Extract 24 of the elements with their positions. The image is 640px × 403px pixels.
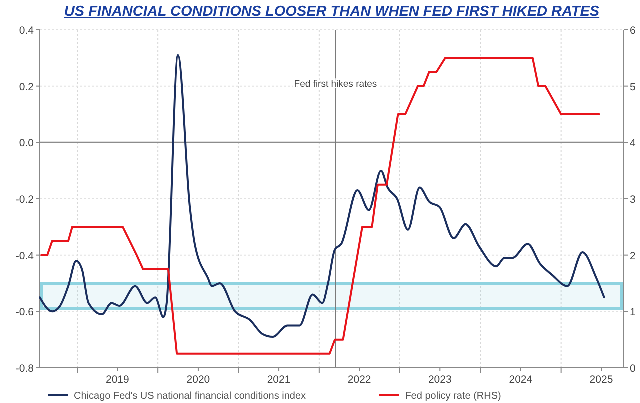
y-tick-label: 0.4 [19,25,34,37]
legend-label: Chicago Fed's US national financial conditions index [74,391,306,402]
y2-tick-label: 2 [630,250,636,262]
legend-label: Fed policy rate (RHS) [405,391,502,402]
y-tick-label: -0.4 [16,250,34,262]
y2-tick-label: 1 [630,306,636,319]
x-tick-label: 2020 [186,374,210,386]
y2-tick-label: 4 [630,138,636,150]
x-tick-label: 2021 [267,374,291,386]
y-tick-label: -0.8 [16,363,34,375]
x-tick-label: 2024 [509,374,533,386]
x-tick-label: 2025 [590,374,614,386]
y-tick-label: 0.2 [19,81,34,94]
y2-tick-label: 3 [630,194,636,206]
y-tick-label: -0.2 [16,194,34,206]
y-tick-label: 0.0 [19,138,34,150]
y2-tick-label: 5 [630,81,636,94]
x-tick-label: 2023 [428,374,452,386]
x-tick-label: 2022 [348,374,372,386]
y-tick-label: -0.6 [16,306,34,319]
chart-title: US FINANCIAL CONDITIONS LOOSER THAN WHEN FED FIRST HIKED RATES [64,4,600,20]
y2-tick-label: 0 [630,363,636,375]
y2-tick-label: 6 [630,25,636,37]
x-tick-label: 2019 [106,374,130,386]
